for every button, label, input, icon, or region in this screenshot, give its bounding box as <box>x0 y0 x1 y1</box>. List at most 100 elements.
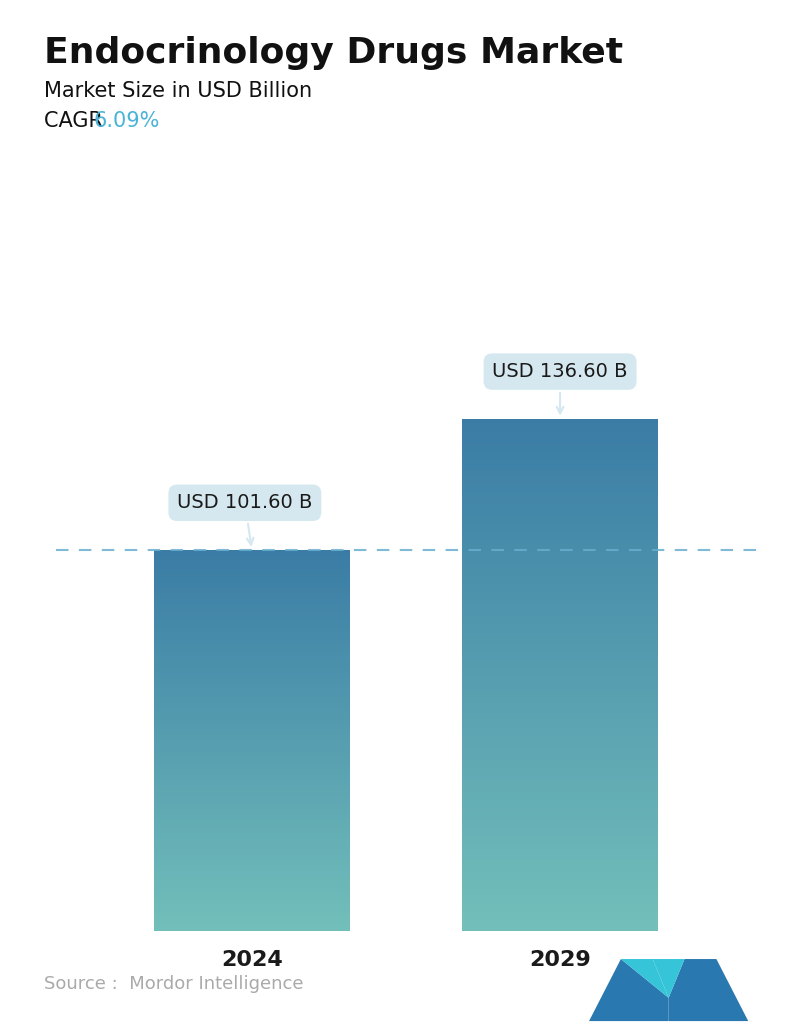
Bar <box>154 824 350 825</box>
Bar <box>462 523 658 524</box>
Bar <box>154 758 350 759</box>
Bar <box>462 658 658 660</box>
Bar <box>462 697 658 699</box>
Bar <box>154 742 350 744</box>
Bar <box>462 891 658 893</box>
Bar <box>462 484 658 485</box>
Bar <box>154 630 350 631</box>
Bar <box>154 697 350 698</box>
Bar <box>154 693 350 695</box>
Bar <box>154 802 350 803</box>
Bar <box>462 456 658 458</box>
Bar <box>462 439 658 440</box>
Bar <box>462 632 658 634</box>
Bar <box>154 635 350 636</box>
Bar <box>462 781 658 782</box>
Bar <box>154 651 350 652</box>
Bar <box>154 647 350 648</box>
Bar <box>462 425 658 427</box>
Bar <box>462 571 658 572</box>
Bar <box>462 513 658 514</box>
Bar <box>462 558 658 560</box>
Bar <box>462 461 658 463</box>
Bar <box>154 874 350 875</box>
Bar <box>462 912 658 913</box>
Polygon shape <box>621 960 669 998</box>
Bar <box>154 658 350 659</box>
Bar <box>462 598 658 600</box>
Bar <box>154 924 350 925</box>
Bar <box>154 753 350 754</box>
Bar <box>154 841 350 842</box>
Bar <box>154 570 350 572</box>
Bar <box>462 548 658 550</box>
Bar <box>154 819 350 820</box>
Bar <box>154 709 350 711</box>
Bar <box>462 429 658 430</box>
Bar <box>154 873 350 874</box>
Bar <box>462 519 658 521</box>
Bar <box>462 685 658 687</box>
Bar <box>462 503 658 504</box>
Bar <box>462 729 658 731</box>
Bar <box>154 569 350 570</box>
Bar <box>462 726 658 728</box>
Bar <box>462 479 658 480</box>
Bar <box>462 576 658 577</box>
Bar <box>462 804 658 807</box>
Bar <box>154 713 350 714</box>
Bar <box>462 786 658 787</box>
Bar <box>462 419 658 420</box>
Bar <box>154 891 350 892</box>
Bar <box>154 719 350 720</box>
Bar <box>462 762 658 763</box>
Bar <box>462 645 658 647</box>
Bar <box>154 769 350 770</box>
Bar <box>154 791 350 792</box>
Bar <box>462 716 658 718</box>
Bar <box>154 829 350 830</box>
Bar <box>154 890 350 891</box>
Bar <box>462 435 658 437</box>
Bar <box>462 516 658 518</box>
Bar <box>462 490 658 492</box>
Bar <box>462 913 658 915</box>
Bar <box>154 584 350 585</box>
Bar <box>462 445 658 446</box>
Bar <box>154 572 350 573</box>
Bar <box>462 511 658 513</box>
Bar <box>154 898 350 899</box>
Bar <box>462 500 658 503</box>
Bar <box>154 809 350 810</box>
Bar <box>154 663 350 664</box>
Bar <box>462 679 658 681</box>
Bar <box>462 613 658 615</box>
Bar <box>154 729 350 730</box>
Bar <box>462 893 658 894</box>
Bar <box>154 828 350 829</box>
Bar <box>154 706 350 707</box>
Bar <box>154 853 350 854</box>
Bar <box>154 653 350 656</box>
Bar <box>462 459 658 461</box>
Bar <box>462 469 658 472</box>
Bar <box>154 557 350 558</box>
Bar <box>154 884 350 885</box>
Bar <box>462 907 658 909</box>
Bar <box>462 857 658 859</box>
Bar <box>154 581 350 583</box>
Bar <box>462 482 658 484</box>
Bar <box>462 611 658 613</box>
Bar <box>462 920 658 922</box>
Bar <box>154 870 350 871</box>
Bar <box>154 624 350 625</box>
Bar <box>154 854 350 856</box>
Bar <box>154 832 350 834</box>
Bar <box>154 657 350 658</box>
Bar <box>154 845 350 846</box>
Bar <box>154 785 350 786</box>
Bar <box>154 717 350 718</box>
Bar <box>462 574 658 576</box>
Bar <box>154 926 350 929</box>
Bar <box>154 767 350 768</box>
